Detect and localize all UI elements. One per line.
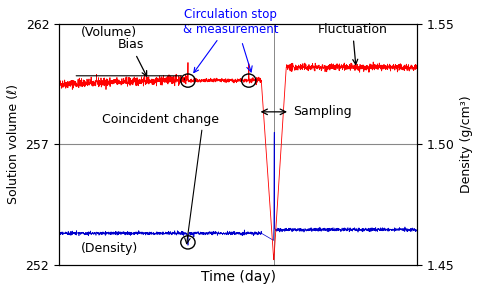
Text: (Volume): (Volume) [81,26,137,39]
Y-axis label: Solution volume (ℓ): Solution volume (ℓ) [7,84,20,204]
Text: Bias: Bias [118,38,147,76]
Text: (Density): (Density) [81,242,138,255]
Text: Sampling: Sampling [293,105,352,118]
Text: Coincident change: Coincident change [102,113,219,126]
Text: Circulation stop
& measurement: Circulation stop & measurement [183,8,278,72]
Y-axis label: Density (g/cm³): Density (g/cm³) [460,95,473,193]
X-axis label: Time (day): Time (day) [201,270,276,284]
Text: Fluctuation: Fluctuation [318,22,387,64]
